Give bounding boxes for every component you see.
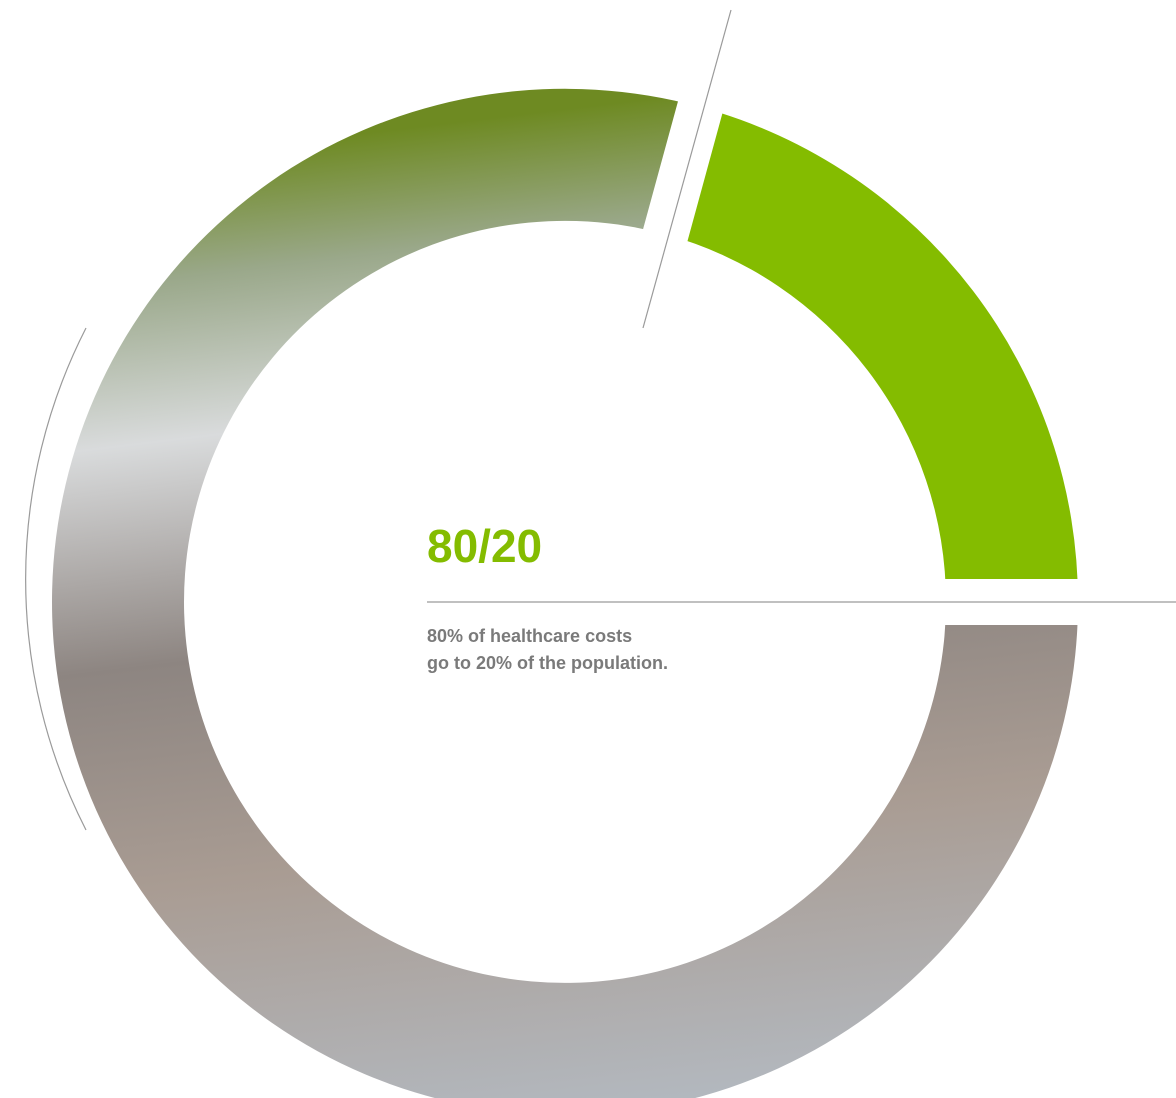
outer-arc (25, 327, 87, 831)
ring-green-segment (665, 107, 1078, 602)
divider (642, 9, 732, 329)
headline: 80/20 (427, 520, 542, 572)
description-line: 80% of healthcare costs (427, 626, 632, 646)
description-line: go to 20% of the population. (427, 653, 668, 673)
gap (542, 0, 754, 609)
